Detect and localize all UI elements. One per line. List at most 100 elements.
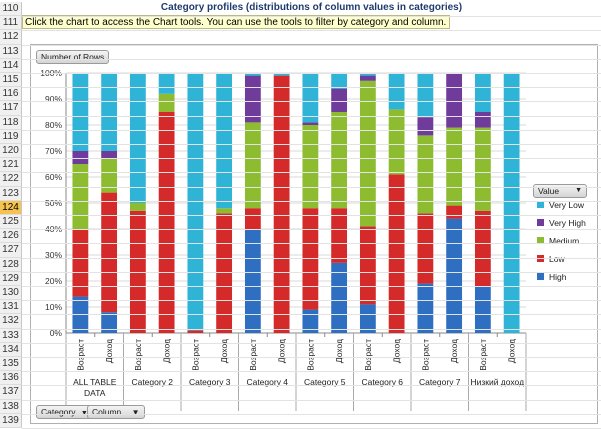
bar-segment[interactable] [244,122,261,209]
row-header[interactable]: 138 [0,399,22,414]
row-header[interactable]: 129 [0,271,22,286]
row-header[interactable]: 130 [0,286,22,301]
row-header[interactable]: 111 [0,16,22,31]
bar-segment[interactable] [417,73,434,118]
row-header[interactable]: 139 [0,413,22,428]
bar-segment[interactable] [388,109,405,175]
sheet-gridline [22,371,601,373]
bar-segment[interactable] [446,218,463,333]
bar-segment[interactable] [417,117,434,136]
row-header[interactable]: 124 [0,200,22,215]
pivot-chart[interactable]: 0% 10% 20% 30% 40% 50% 60% 70% 80% 90% 100% Возраст… [30,44,598,424]
row-header[interactable]: 121 [0,158,22,173]
instruction-note[interactable]: Click the chart to access the Chart tool… [22,15,450,29]
bar-segment[interactable] [474,73,491,112]
bar-segment[interactable] [446,127,463,206]
row-header[interactable]: 110 [0,2,22,17]
bar-segment[interactable] [101,151,118,159]
bar-segment[interactable] [302,73,319,123]
bar-segment[interactable] [72,73,89,151]
row-header[interactable]: 117 [0,101,22,116]
bar-segment[interactable] [129,73,146,203]
bar-segment[interactable] [244,208,261,229]
row-header[interactable]: 131 [0,300,22,315]
row-header[interactable]: 132 [0,314,22,329]
group-label: Category 5 [304,377,346,387]
row-header[interactable]: 115 [0,73,22,88]
bar-segment[interactable] [417,283,434,333]
bar-segment[interactable] [302,122,319,125]
bar-segment[interactable] [359,226,376,305]
bar-segment[interactable] [158,93,175,112]
bar-segment[interactable] [474,210,491,287]
bar-segment[interactable] [474,112,491,128]
bar-segment[interactable] [273,73,290,76]
row-header[interactable]: 136 [0,371,22,386]
row-header[interactable]: 126 [0,229,22,244]
row-header[interactable]: 127 [0,243,22,258]
bar-segment[interactable] [216,213,233,333]
bar-segment[interactable] [503,73,520,333]
bar-segment[interactable] [331,262,348,333]
bar-segment[interactable] [388,73,405,110]
sheet-gridline [22,58,601,60]
sheet-gridline [22,342,601,344]
sheet-gridline [22,30,601,32]
bar-segment[interactable] [216,208,233,214]
bar-segment[interactable] [187,330,204,333]
bar-segment[interactable] [331,73,348,89]
category-filter-button[interactable]: Category ▼ [36,405,93,419]
row-header[interactable]: 120 [0,144,22,159]
bar-segment[interactable] [244,229,261,333]
row-header[interactable]: 133 [0,328,22,343]
row-header[interactable]: 116 [0,87,22,102]
bar-segment[interactable] [474,127,491,211]
bar-segment[interactable] [446,73,463,128]
bar-segment[interactable] [244,73,261,76]
bar-segment[interactable] [388,174,405,333]
bar-segment[interactable] [474,286,491,333]
bar-segment[interactable] [302,208,319,310]
row-header[interactable]: 118 [0,115,22,130]
bar-segment[interactable] [158,112,175,333]
row-header[interactable]: 112 [0,30,22,45]
bar-segment[interactable] [72,229,89,297]
row-header[interactable]: 135 [0,357,22,372]
row-header[interactable]: 134 [0,342,22,357]
bar-segment[interactable] [101,158,118,193]
bar-segment[interactable] [72,151,89,164]
bar-segment[interactable] [72,164,89,229]
bar-segment[interactable] [101,192,118,313]
bar-segment[interactable] [101,312,118,333]
number-of-rows-button[interactable]: Number of Rows [36,50,110,64]
bar-segment[interactable] [359,75,376,81]
bar-segment[interactable] [331,208,348,263]
bar-segment[interactable] [359,80,376,227]
row-header[interactable]: 114 [0,58,22,73]
column-filter-label: Column [92,407,122,417]
dropdown-arrow-icon: ▼ [81,410,88,417]
bar-segment[interactable] [158,73,175,94]
bar-segment[interactable] [273,75,290,333]
column-filter-button[interactable]: Column ▼ [87,405,145,419]
bar-segment[interactable] [331,88,348,112]
bar-segment[interactable] [359,304,376,333]
row-header[interactable]: 113 [0,44,22,59]
bar-segment[interactable] [359,73,376,76]
chart-svg[interactable]: 0%10%20%30%40%50%60%70%80%90%100%Возраст… [31,45,597,423]
row-header[interactable]: 123 [0,186,22,201]
bar-segment[interactable] [216,73,233,209]
row-header[interactable]: 122 [0,172,22,187]
bar-segment[interactable] [302,309,319,333]
row-header[interactable]: 137 [0,385,22,400]
bar-segment[interactable] [101,73,118,151]
bar-segment[interactable] [331,112,348,209]
bar-segment[interactable] [129,203,146,211]
row-header[interactable]: 128 [0,257,22,272]
bar-segment[interactable] [302,125,319,209]
bar-segment[interactable] [417,135,434,214]
row-header[interactable]: 119 [0,129,22,144]
bar-segment[interactable] [446,205,463,219]
row-header[interactable]: 125 [0,215,22,230]
bar-segment[interactable] [417,213,434,284]
